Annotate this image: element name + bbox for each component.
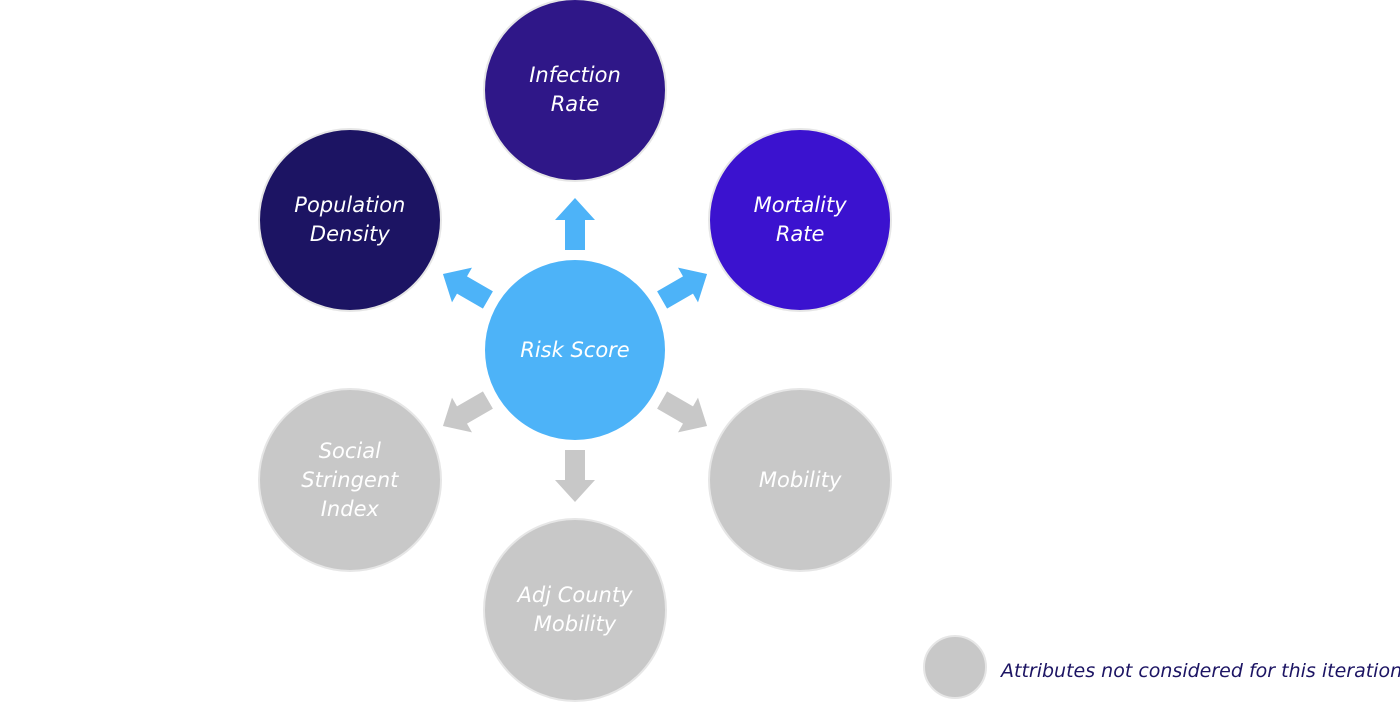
node-label-line: Rate (550, 92, 600, 116)
node-social-stringent-index: Social Stringent Index (257, 388, 442, 572)
node-label-line: Rate (775, 222, 825, 246)
node-infection-rate: Infection Rate (483, 0, 667, 182)
node-label-line: Adj County (517, 583, 633, 607)
node-label-line: Mobility (533, 612, 617, 636)
arrow-to-adj-county-mobility (555, 450, 595, 510)
arrow-to-mortality-rate (652, 253, 724, 318)
node-mobility: Mobility (708, 388, 893, 572)
arrow-to-social-stringent-index (426, 383, 498, 448)
arrow-to-infection-rate (555, 190, 595, 250)
node-label-line: Mobility (758, 467, 842, 492)
node-label-line: Stringent (301, 467, 399, 492)
node-label-line: Risk Score (520, 337, 630, 362)
arrow-to-population-density (426, 253, 498, 318)
node-label-line: Social (318, 438, 381, 463)
node-label-line: Density (309, 222, 390, 246)
node-mortality-rate: Mortality Rate (708, 128, 893, 312)
node-label-line: Infection (529, 63, 621, 87)
legend-swatch (923, 635, 987, 699)
arrow-to-mobility (652, 383, 724, 448)
node-adj-county-mobility: Adj County Mobility (483, 518, 667, 702)
node-population-density: Population Density (257, 128, 442, 312)
center-node-risk-score: Risk Score (483, 258, 667, 442)
node-label-line: Index (320, 496, 379, 521)
node-label-line: Mortality (753, 193, 847, 217)
legend-text: Attributes not considered for this itera… (1001, 660, 1400, 682)
node-label-line: Population (294, 193, 406, 217)
